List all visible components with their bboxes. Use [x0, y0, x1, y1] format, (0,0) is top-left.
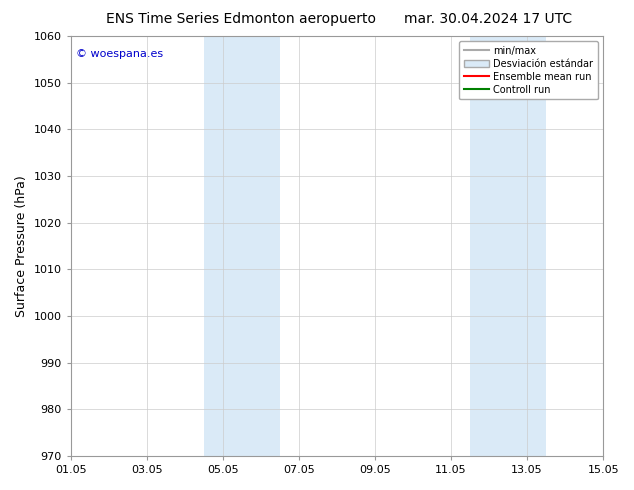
Text: mar. 30.04.2024 17 UTC: mar. 30.04.2024 17 UTC: [404, 12, 573, 26]
Y-axis label: Surface Pressure (hPa): Surface Pressure (hPa): [15, 175, 28, 317]
Bar: [470, 36, 546, 456]
Bar: [204, 36, 280, 456]
Legend: min/max, Desviación estándar, Ensemble mean run, Controll run: min/max, Desviación estándar, Ensemble m…: [460, 41, 598, 99]
Text: © woespana.es: © woespana.es: [76, 49, 163, 59]
Text: ENS Time Series Edmonton aeropuerto: ENS Time Series Edmonton aeropuerto: [106, 12, 376, 26]
